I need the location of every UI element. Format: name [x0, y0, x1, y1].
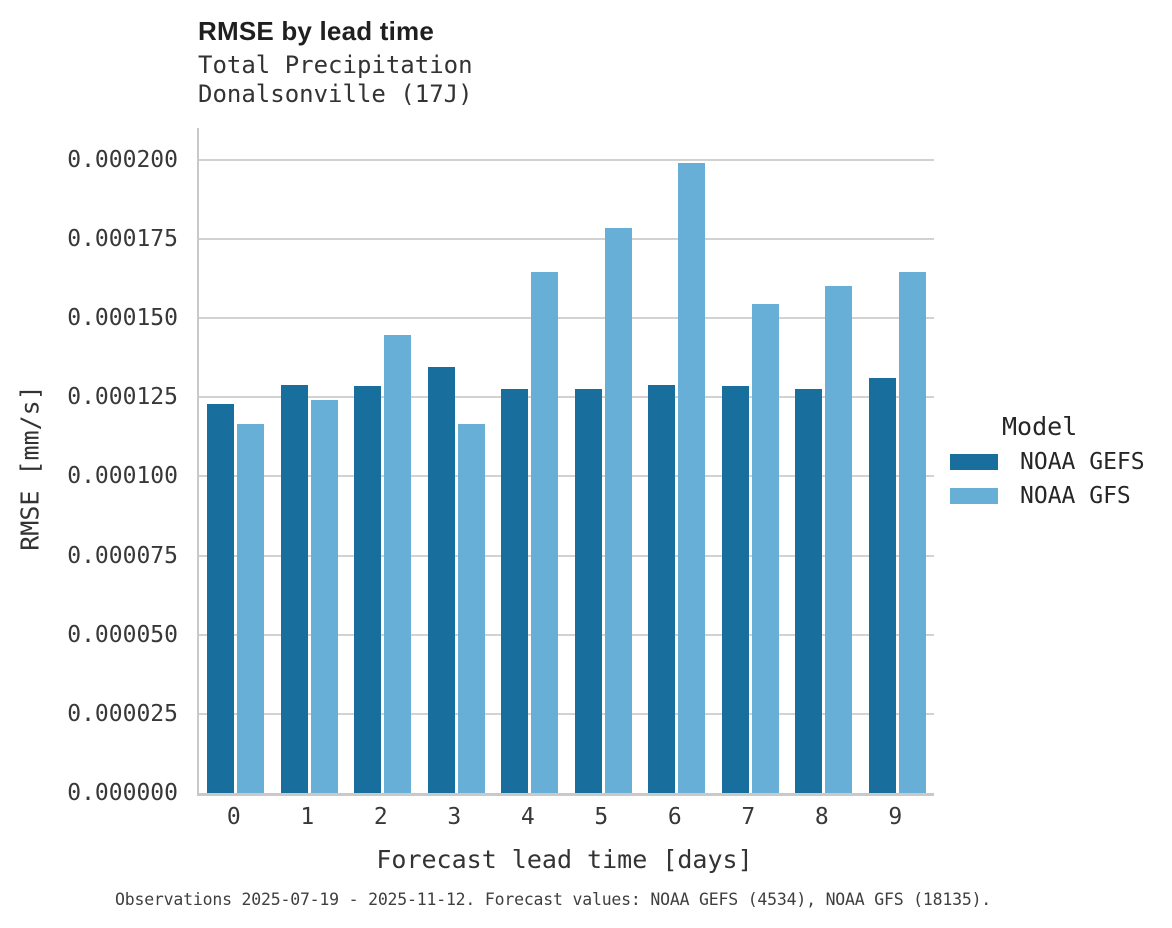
y-tick-0.000200: 0.000200	[67, 146, 178, 173]
gridline-0.000075	[199, 554, 934, 557]
legend-label-noaa-gefs: NOAA GEFS	[1020, 449, 1145, 475]
y-tick-0.000075: 0.000075	[67, 542, 178, 569]
legend-swatch-noaa-gefs	[950, 454, 998, 470]
gridline-0.000050	[199, 633, 934, 636]
bar-noaa-gfs-lead-4	[531, 272, 559, 793]
bar-noaa-gefs-lead-6	[648, 384, 676, 793]
x-tick-3: 3	[447, 804, 462, 830]
y-tick-0.000050: 0.000050	[67, 621, 178, 648]
y-tick-0.000100: 0.000100	[67, 463, 178, 490]
bar-noaa-gefs-lead-5	[574, 389, 602, 793]
chart-title: RMSE by lead time	[198, 16, 435, 46]
gridline-0.000025	[199, 712, 934, 715]
x-tick-4: 4	[520, 804, 535, 830]
chart-subtitle: Total Precipitation Donalsonville (17J)	[198, 51, 473, 108]
legend-title: Model	[1002, 412, 1078, 441]
x-tick-2: 2	[373, 804, 388, 830]
legend-swatch-noaa-gfs	[950, 488, 998, 504]
plot-area	[197, 128, 934, 796]
x-tick-7: 7	[741, 804, 756, 830]
legend-item-noaa-gefs: NOAA GEFS	[944, 449, 1145, 475]
y-tick-0.000150: 0.000150	[67, 305, 178, 331]
y-axis-tick-labels: 0.000000 0.000025 0.000050 0.000075 0.000100…	[40, 128, 178, 806]
bar-noaa-gfs-lead-0	[237, 424, 265, 793]
y-tick-0.000000: 0.000000	[67, 780, 178, 806]
bar-noaa-gfs-lead-2	[384, 335, 412, 793]
x-tick-1: 1	[300, 804, 315, 830]
y-axis-label: RMSE [mm/s]	[15, 385, 45, 551]
x-tick-8: 8	[814, 804, 829, 830]
bar-noaa-gefs-lead-9	[868, 378, 896, 793]
bar-noaa-gfs-lead-8	[825, 286, 853, 793]
bar-noaa-gfs-lead-9	[898, 272, 926, 793]
x-axis-tick-labels: 0 1 2 3 4 5 6 7 8 9	[197, 803, 932, 833]
gridline-0.000100	[199, 475, 934, 478]
gridline-0.000175	[199, 237, 934, 240]
x-tick-5: 5	[594, 804, 609, 830]
x-tick-6: 6	[667, 804, 682, 830]
bar-noaa-gefs-lead-4	[501, 389, 529, 793]
bar-noaa-gfs-lead-1	[310, 400, 338, 793]
caption: Observations 2025-07-19 - 2025-11-12. Fo…	[115, 890, 992, 909]
y-tick-0.000125: 0.000125	[67, 384, 178, 411]
gridline-0.000125	[199, 396, 934, 399]
x-tick-9: 9	[888, 804, 903, 830]
y-tick-0.000175: 0.000175	[67, 225, 178, 252]
bar-noaa-gfs-lead-5	[604, 227, 632, 793]
bar-noaa-gefs-lead-2	[354, 386, 382, 793]
legend-label-noaa-gfs: NOAA GFS	[1020, 483, 1131, 509]
bar-noaa-gefs-lead-7	[721, 386, 749, 793]
bar-noaa-gfs-lead-6	[678, 162, 706, 793]
legend: Model NOAA GEFS NOAA GFS	[944, 410, 1169, 520]
bar-noaa-gefs-lead-3	[427, 367, 455, 793]
bar-noaa-gfs-lead-7	[751, 303, 779, 793]
bar-noaa-gefs-lead-0	[207, 403, 235, 793]
y-tick-0.000025: 0.000025	[67, 700, 178, 727]
bar-noaa-gefs-lead-8	[795, 389, 823, 793]
gridline-0.000150	[199, 317, 934, 319]
gridline-0.000200	[199, 158, 934, 161]
bar-noaa-gefs-lead-1	[280, 384, 308, 793]
x-tick-0: 0	[226, 804, 241, 830]
legend-item-noaa-gfs: NOAA GFS	[944, 483, 1131, 509]
bar-noaa-gfs-lead-3	[457, 424, 485, 793]
x-axis-label: Forecast lead time [days]	[376, 845, 753, 874]
